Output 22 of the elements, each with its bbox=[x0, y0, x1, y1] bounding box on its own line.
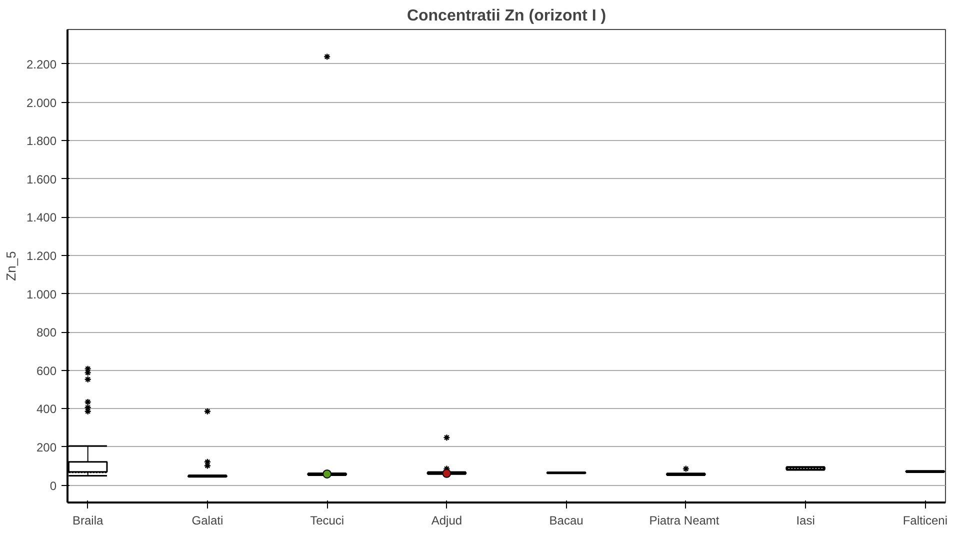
y-tick-label: 800 bbox=[36, 326, 57, 340]
y-tick-label: 2.000 bbox=[26, 96, 57, 110]
y-tick-label: 400 bbox=[36, 402, 57, 416]
y-tick-label: 1.400 bbox=[26, 210, 57, 225]
y-tick-label: 1.600 bbox=[26, 172, 57, 186]
x-tick-label: Braila bbox=[72, 514, 104, 528]
y-tick-label: 1.800 bbox=[26, 134, 57, 148]
y-tick-label: 2.200 bbox=[26, 57, 57, 72]
x-tick-label: Falticeni bbox=[902, 514, 948, 528]
x-tick-label: Bacau bbox=[549, 514, 584, 528]
chart-title: Concentratii Zn (orizont I ) bbox=[406, 8, 606, 24]
y-axis-title: Zn_5 bbox=[3, 251, 18, 281]
x-tick-label: Adjud bbox=[431, 514, 462, 528]
x-tick-label: Galati bbox=[192, 514, 224, 528]
y-tick-label: 1.000 bbox=[26, 287, 57, 302]
y-tick-label: 600 bbox=[36, 364, 57, 378]
x-tick-label: Piatra Neamt bbox=[649, 514, 720, 528]
y-tick-label: 0 bbox=[50, 478, 57, 493]
x-tick-label: Iasi bbox=[796, 514, 815, 528]
y-tick-label: 1.200 bbox=[26, 248, 57, 263]
x-tick-label: Tecuci bbox=[310, 514, 344, 528]
y-tick-label: 200 bbox=[36, 440, 57, 454]
